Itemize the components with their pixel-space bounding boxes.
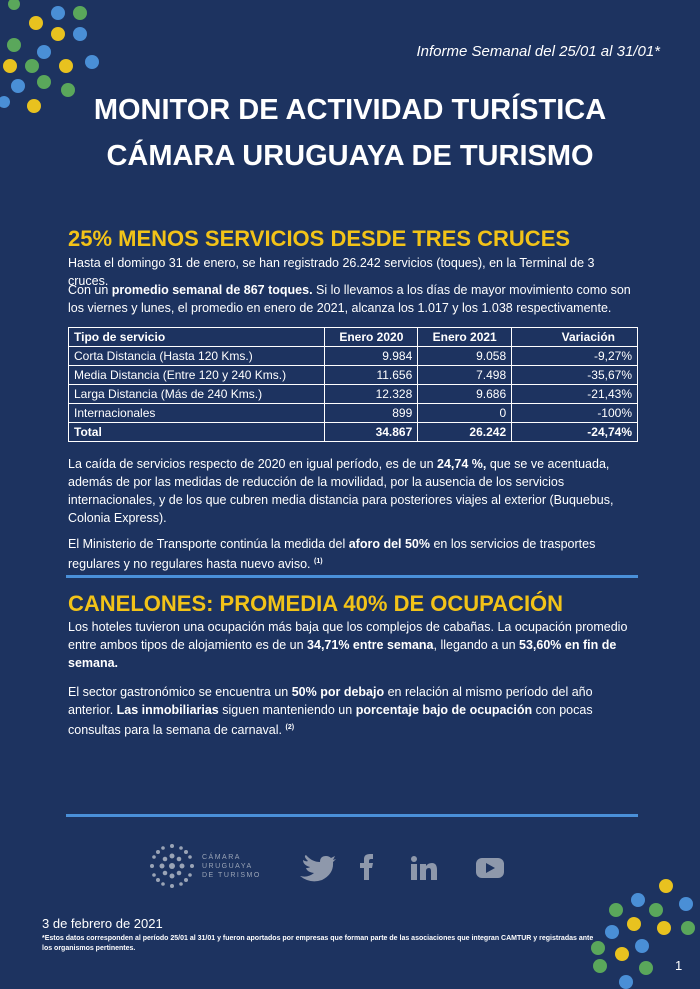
paragraph: El sector gastronómico se encuentra un 5… bbox=[68, 683, 638, 739]
text-run: 50% por debajo bbox=[291, 685, 385, 699]
table-cell: -9,27% bbox=[511, 346, 638, 366]
footnote: *Estos datos corresponden al período 25/… bbox=[42, 935, 594, 952]
table-cell: 7.498 bbox=[417, 365, 513, 385]
table-cell: 34.867 bbox=[324, 422, 419, 442]
table-cell: 12.328 bbox=[324, 384, 419, 404]
table-cell: Internacionales bbox=[67, 403, 326, 423]
twitter-icon[interactable] bbox=[300, 855, 336, 882]
text-run: 34,71% entre semana bbox=[307, 638, 434, 652]
text-run: , llegando a un bbox=[433, 638, 520, 652]
text-run: promedio semanal de 867 toques. bbox=[111, 283, 313, 297]
logo-mark bbox=[150, 844, 194, 888]
text-run: Las inmobiliarias bbox=[116, 703, 219, 717]
text-run: 24,74 %, bbox=[437, 457, 487, 471]
logo-line: DE TURISMO bbox=[202, 872, 261, 879]
paragraph: Hasta el domingo 31 de enero, se han reg… bbox=[68, 254, 638, 290]
text-run: (1) bbox=[313, 558, 323, 565]
table-total-row: Total 34.867 26.242 -24,74% bbox=[67, 422, 638, 442]
text-run: Los hoteles tuvieron una ocupación más b… bbox=[68, 620, 628, 652]
table-header-row: Tipo de servicio Enero 2020 Enero 2021 Vari… bbox=[67, 327, 638, 347]
decor-dots-top bbox=[0, 0, 99, 113]
logo-line: URUGUAYA bbox=[202, 863, 253, 870]
table-cell: 0 bbox=[417, 403, 513, 423]
text-run: El Ministerio de Transporte continúa la … bbox=[68, 537, 349, 551]
table-header-cell: Tipo de servicio bbox=[67, 327, 326, 347]
section-heading: CANELONES: PROMEDIA 40% DE OCUPACIÓN bbox=[68, 591, 564, 616]
paragraph: Los hoteles tuvieron una ocupación más b… bbox=[68, 618, 638, 672]
text-run: Si lo llevamos a los días de mayor movim… bbox=[68, 283, 631, 315]
table-cell: -21,43% bbox=[511, 384, 638, 404]
text-run: 53,60% en fin de semana. bbox=[68, 638, 617, 670]
text-run: aforo del 50% bbox=[348, 537, 430, 551]
social-icons bbox=[300, 854, 504, 882]
paragraph: El Ministerio de Transporte continúa la … bbox=[68, 535, 638, 573]
title: MONITOR DE ACTIVIDAD TURÍSTICA bbox=[93, 94, 607, 126]
logo-line: CÁMARA bbox=[202, 854, 241, 861]
text-run: que se ve acentuada, además de por las m… bbox=[68, 457, 614, 525]
report-period: Informe Semanal del 25/01 al 31/01* bbox=[416, 43, 661, 60]
table-cell: Media Distancia (Entre 120 y 240 Kms.) bbox=[67, 365, 326, 385]
table-cell: Corta Distancia (Hasta 120 Kms.) bbox=[67, 346, 326, 366]
text-run: en relación al mismo período del año ant… bbox=[68, 685, 593, 717]
text-run: en los servicios de trasportes regulares… bbox=[68, 537, 596, 572]
page-number: 1 bbox=[675, 958, 683, 973]
table-row: Media Distancia (Entre 120 y 240 Kms.) 11… bbox=[67, 365, 638, 385]
text-run: con pocas consultas para la semana de ca… bbox=[68, 703, 593, 738]
separator bbox=[66, 814, 638, 817]
text-run: siguen manteniendo un bbox=[218, 703, 356, 717]
table-cell: Total bbox=[67, 422, 326, 442]
text-run: porcentaje bajo de ocupación bbox=[355, 703, 533, 717]
table-cell: 899 bbox=[324, 403, 419, 423]
table-row: Internacionales 899 0 -100% bbox=[67, 403, 638, 423]
date: 3 de febrero de 2021 bbox=[42, 916, 163, 931]
text-run: La caída de servicios respecto de 2020 e… bbox=[68, 457, 438, 471]
paragraph: La caída de servicios respecto de 2020 e… bbox=[68, 455, 638, 527]
text-run: (2) bbox=[285, 724, 295, 731]
table-header-cell: Variación bbox=[511, 327, 638, 347]
table-cell: -24,74% bbox=[511, 422, 638, 442]
table-cell: 9.984 bbox=[324, 346, 419, 366]
text-run: Con un bbox=[68, 283, 112, 297]
table-cell: Larga Distancia (Más de 240 Kms.) bbox=[67, 384, 326, 404]
table-cell: -100% bbox=[511, 403, 638, 423]
separator bbox=[66, 575, 638, 578]
text-run: Hasta el domingo 31 de enero, se han reg… bbox=[68, 256, 595, 288]
logo-text: CÁMARA URUGUAYA DE TURISMO bbox=[202, 853, 261, 880]
table-cell: -35,67% bbox=[511, 365, 638, 385]
table-cell: 26.242 bbox=[417, 422, 513, 442]
decor-dots-bottom bbox=[591, 879, 695, 989]
section-heading: 25% MENOS SERVICIOS DESDE TRES CRUCES bbox=[68, 226, 571, 251]
table-cell: 9.686 bbox=[417, 384, 513, 404]
youtube-icon[interactable] bbox=[476, 858, 504, 878]
table-header-cell: Enero 2020 bbox=[324, 327, 419, 347]
paragraph: Con un promedio semanal de 867 toques. S… bbox=[68, 281, 638, 317]
services-table: Tipo de servicio Enero 2020 Enero 2021 Vari… bbox=[67, 327, 638, 442]
facebook-icon[interactable] bbox=[360, 854, 373, 880]
table-cell: 11.656 bbox=[324, 365, 419, 385]
table-cell: 9.058 bbox=[417, 346, 513, 366]
table-row: Corta Distancia (Hasta 120 Kms.) 9.984 9.0… bbox=[67, 346, 638, 366]
linkedin-icon[interactable] bbox=[411, 856, 437, 880]
title: CÁMARA URUGUAYA DE TURISMO bbox=[106, 140, 594, 172]
text-run: El sector gastronómico se encuentra un bbox=[68, 685, 292, 699]
table-header-cell: Enero 2021 bbox=[417, 327, 513, 347]
table-row: Larga Distancia (Más de 240 Kms.) 12.328 9… bbox=[67, 384, 638, 404]
